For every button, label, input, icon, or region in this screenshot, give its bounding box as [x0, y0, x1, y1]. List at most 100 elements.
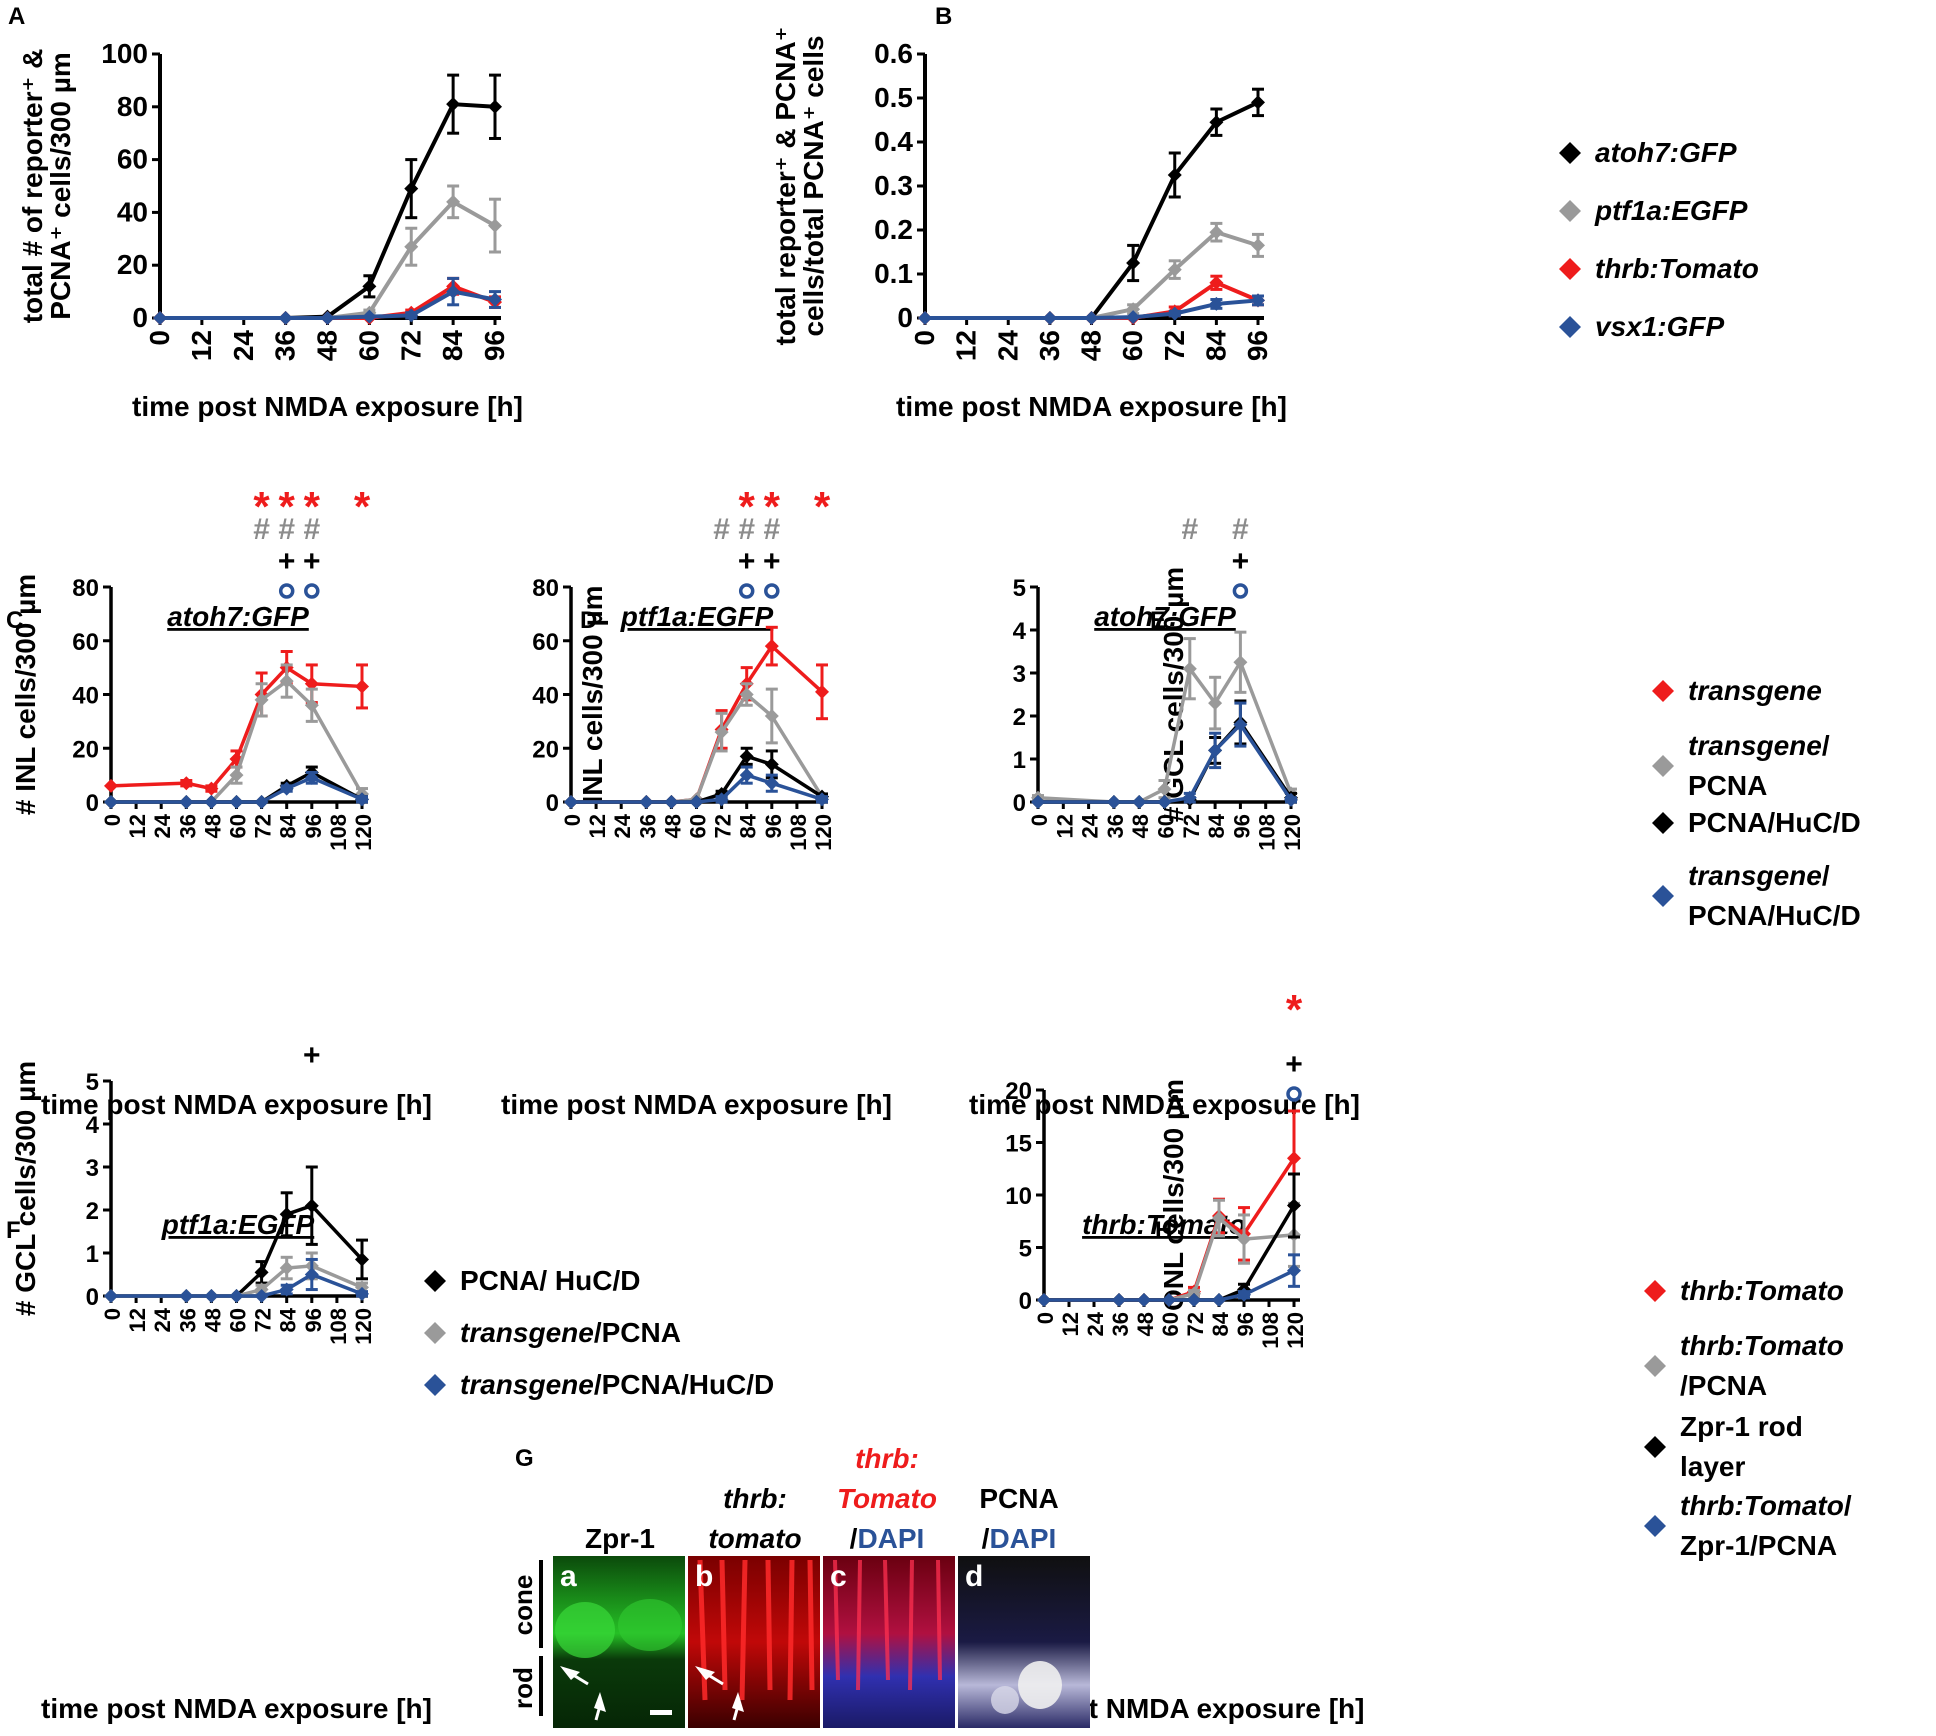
chart-d-x-tick-label: 72 [711, 814, 736, 838]
chart-d-annotation: * [739, 483, 756, 530]
chart-e-point [1284, 792, 1298, 807]
chart-d-annotation: # [738, 513, 755, 546]
chart-h-point [1037, 1293, 1051, 1307]
chart-c-x-tick-label: 84 [276, 813, 301, 838]
chart-c-x-label: time post NMDA exposure [h] [41, 1089, 432, 1120]
chart-f-y-tick-label: 4 [86, 1112, 100, 1139]
chart-e-legend: transgenetransgene/PCNAPCNA/HuC/Dtransge… [1652, 675, 1861, 931]
chart-d-point [714, 725, 729, 740]
chart-b-legend-label-part: atoh7:GFP [1595, 137, 1737, 168]
chart-c-x-tick-label: 120 [351, 814, 376, 851]
panel-label-f: F [6, 1217, 21, 1244]
g-slash-d: / [982, 1523, 990, 1554]
chart-h-legend-label: Zpr-1/PCNA [1680, 1530, 1837, 1561]
chart-b-legend-marker [1559, 258, 1581, 280]
chart-f-x-tick-label: 48 [200, 1308, 225, 1332]
chart-b-point [1209, 225, 1224, 240]
chart-c-point [104, 795, 118, 809]
chart-f-legend-label-part: /PCNA [594, 1317, 681, 1348]
chart-f-point [179, 1289, 194, 1303]
chart-b-x-tick-label: 36 [1034, 330, 1065, 361]
chart-a-x-tick-label: 72 [395, 330, 426, 361]
chart-b-point [1167, 306, 1182, 321]
chart-f-legend-label-part: PCNA/ HuC/D [460, 1265, 640, 1296]
chart-a-point [278, 311, 293, 325]
chart-f-point [279, 1261, 294, 1276]
chart-e-y-tick-label: 1 [1013, 747, 1026, 774]
chart-d-annotation: * [814, 483, 831, 530]
chart-f-legend-label-part: transgene [460, 1369, 594, 1400]
chart-e-y-tick-label: 0 [1013, 790, 1026, 817]
chart-d-point [764, 639, 779, 654]
chart-h-legend-marker [1644, 1280, 1666, 1302]
chart-e-legend-label-part: transgene [1688, 730, 1822, 761]
g-header-d-1: PCNA [979, 1483, 1058, 1514]
chart-d-y-tick-label: 0 [546, 790, 559, 817]
chart-a-y-tick-label: 0 [132, 302, 148, 333]
chart-h-legend-label-part: Zpr-1/PCNA [1680, 1530, 1837, 1561]
chart-c-point [204, 781, 219, 796]
chart-c-point [179, 776, 194, 791]
chart-h-point [1112, 1293, 1126, 1307]
panel-label-d: D [580, 607, 597, 634]
chart-d-annotation: # [713, 513, 730, 546]
chart-h-legend-label-part: Zpr-1 rod [1680, 1411, 1803, 1442]
chart-d-point [689, 795, 704, 809]
chart-f-annotation: + [303, 1039, 321, 1072]
chart-b-y-tick-label: 0.6 [874, 38, 913, 69]
chart-f-y-tick-label: 0 [86, 1284, 99, 1311]
chart-e-point [1208, 696, 1223, 711]
chart-d-annotation: + [763, 545, 781, 578]
chart-d-point [664, 795, 679, 809]
chart-a-point [404, 239, 419, 254]
chart-e-legend-label-part: / [1822, 730, 1830, 761]
chart-h-annotation: * [1286, 986, 1303, 1033]
chart-f-legend-label-part: /PCNA/HuC/D [594, 1369, 774, 1400]
g-dapi-d: DAPI [989, 1523, 1056, 1554]
chart-b-point [1126, 256, 1141, 270]
panel-g-micrographs: Zpr-1 thrb: tomato thrb: Tomato /DAPI PC… [508, 1443, 1090, 1728]
chart-f-legend-label: transgene/PCNA/HuC/D [460, 1369, 774, 1400]
chart-f-x-tick-label: 120 [351, 1308, 376, 1345]
chart-f-legend-marker [424, 1374, 446, 1396]
chart-e-annotation: + [1232, 545, 1250, 578]
chart-e-point [1182, 661, 1197, 676]
chart-c-x-tick-label: 72 [251, 814, 276, 838]
chart-b-x-tick-label: 48 [1076, 330, 1107, 361]
micrograph-d-pcna-cells [1018, 1661, 1062, 1709]
chart-b-point [1209, 275, 1224, 290]
chart-b-legend-marker [1559, 200, 1581, 222]
chart-f-point [204, 1289, 219, 1303]
chart-e-x-tick-label: 12 [1052, 814, 1077, 838]
chart-b-x-tick-label: 24 [992, 330, 1023, 362]
chart-d-point [739, 687, 754, 702]
chart-e-annotation: # [1232, 513, 1249, 546]
chart-c-x-tick-label: 0 [100, 814, 125, 826]
chart-d-x-tick-label: 36 [635, 814, 660, 838]
chart-d-point [815, 792, 829, 807]
chart-d-annotation: * [764, 483, 781, 530]
chart-a-point [320, 311, 335, 325]
chart-b-point [1209, 115, 1224, 130]
chart-b-legend-label: atoh7:GFP [1595, 137, 1737, 168]
chart-e-x-tick-label: 24 [1078, 813, 1103, 838]
chart-e-legend-label-part: PCNA [1688, 770, 1767, 801]
panel-label-a: A [8, 3, 25, 30]
chart-h-y-tick-label: 0 [1019, 1288, 1032, 1315]
chart-f-legend-label: PCNA/ HuC/D [460, 1265, 640, 1296]
chart-b-point [1167, 168, 1182, 182]
chart-h-x-tick-label: 96 [1233, 1312, 1258, 1336]
chart-e-point [1233, 655, 1248, 670]
side-label-rod: rod [508, 1667, 538, 1709]
panel-label-b: B [935, 3, 952, 30]
chart-a-x-tick-label: 96 [479, 330, 510, 361]
chart-a-x-tick-label: 0 [144, 330, 175, 346]
chart-e-legend-marker [1652, 885, 1674, 907]
chart-f-legend-label-part: transgene [460, 1317, 594, 1348]
chart-c-x-tick-label: 48 [200, 814, 225, 838]
chart-d-annotation-circle [738, 583, 755, 599]
chart-a-point [488, 292, 502, 307]
chart-e-y-tick-label: 4 [1013, 618, 1027, 645]
